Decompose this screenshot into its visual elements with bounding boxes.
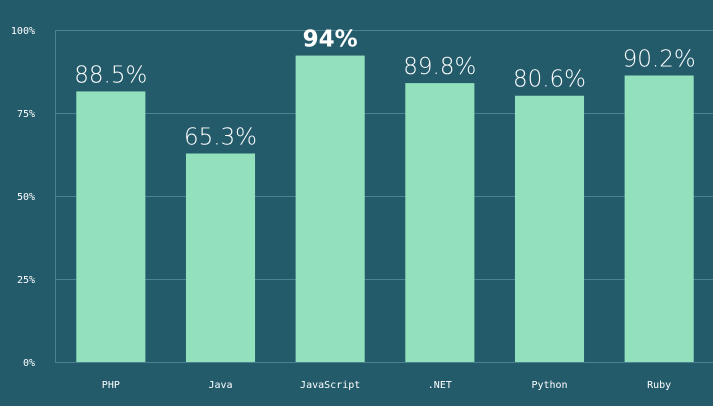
y-tick-label: 75% [17, 109, 35, 120]
y-tick-label: 0% [23, 358, 35, 369]
bars [76, 55, 694, 363]
data-label: 90.2% [623, 46, 696, 72]
data-label: 88.5% [74, 62, 147, 88]
y-tick-label: 50% [17, 192, 35, 203]
category-label: PHP [102, 380, 120, 391]
bar-ruby [624, 75, 694, 362]
bar-java [185, 153, 256, 362]
y-tick-label: 100% [11, 26, 35, 37]
category-axis: PHP Java JavaScript .NET Python Ruby [102, 380, 671, 391]
data-label: 89.8% [403, 54, 476, 80]
category-label: .NET [428, 380, 452, 391]
category-label: Java [208, 380, 232, 391]
grid: 0% 25% 50% 75% 100% [11, 26, 713, 369]
data-label: 94% [303, 27, 358, 53]
y-tick-label: 25% [17, 275, 35, 286]
data-labels: 88.5% 65.3% 94% 89.8% 80.6% 90.2% [74, 27, 695, 151]
category-label: Ruby [647, 380, 671, 391]
bar-net [405, 83, 475, 363]
category-label: JavaScript [300, 380, 360, 391]
bar-php [76, 91, 146, 363]
category-label: Python [531, 380, 567, 391]
data-label: 80.6% [513, 67, 586, 93]
bar-javascript [295, 55, 365, 363]
data-label: 65.3% [184, 125, 257, 151]
bar-python [514, 95, 585, 363]
